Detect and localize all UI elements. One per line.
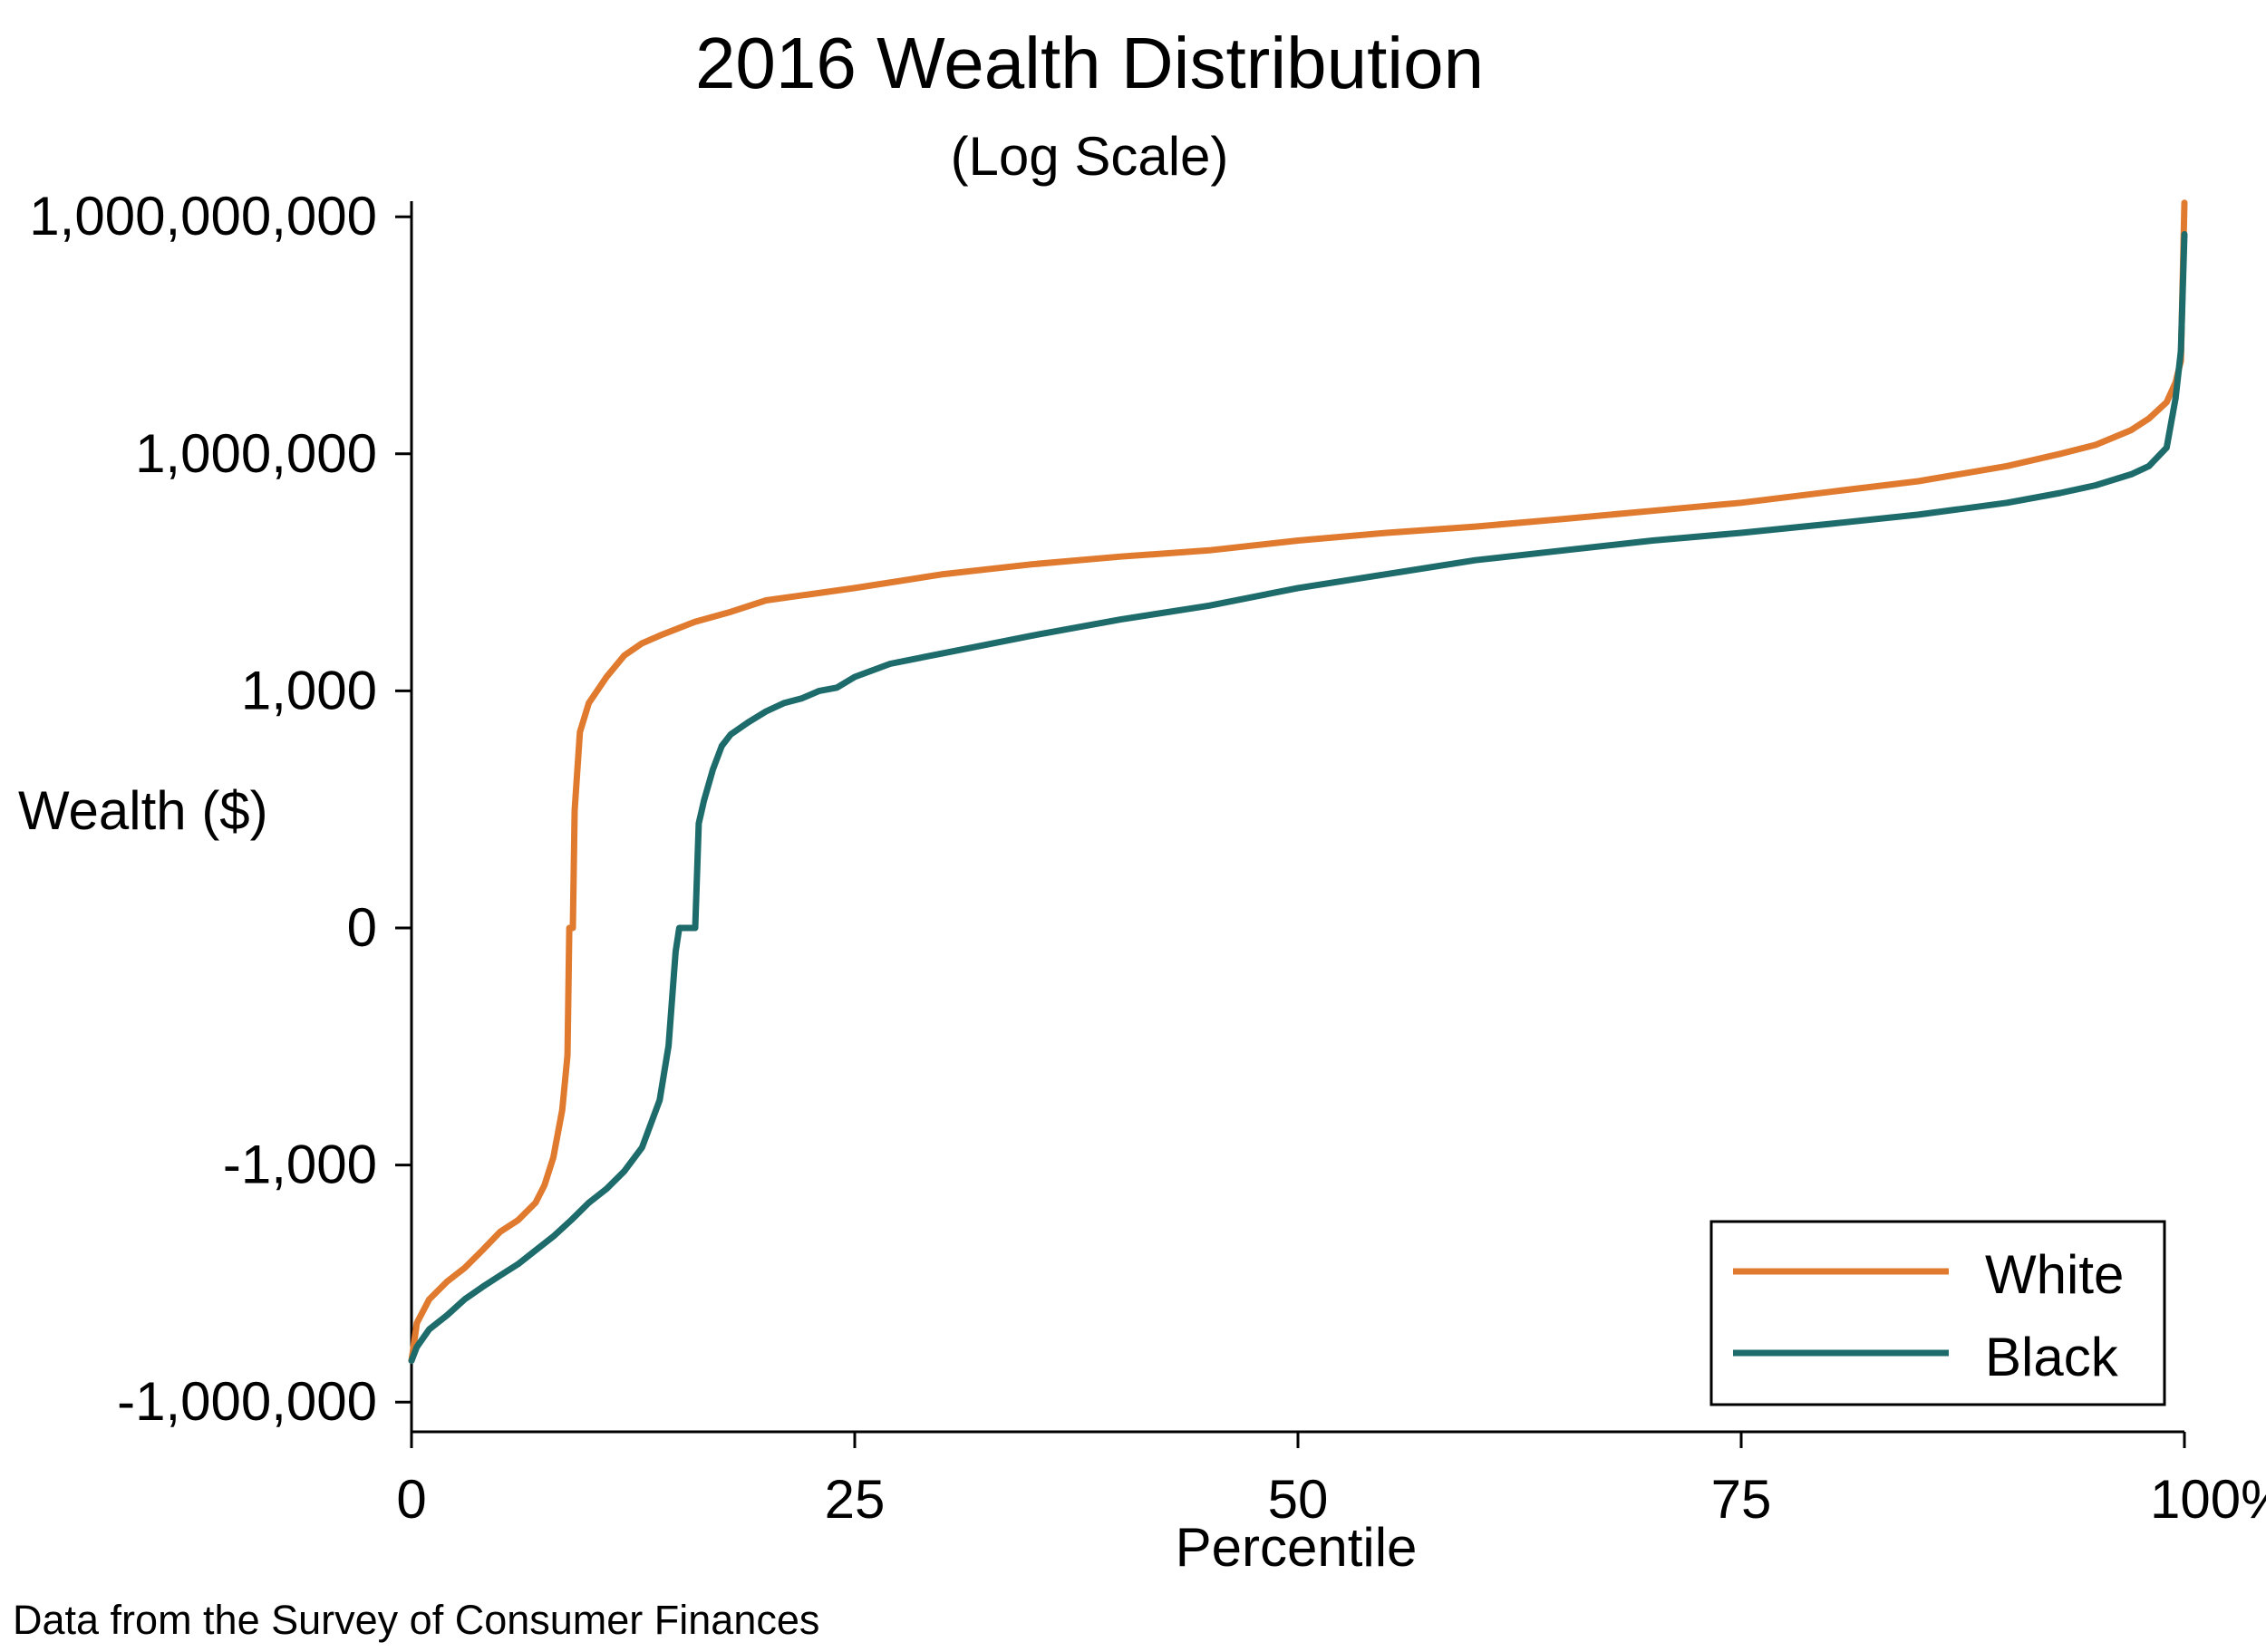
y-tick-label: -1,000,000 — [117, 1371, 377, 1432]
x-tick-label: 75 — [1711, 1469, 1772, 1530]
y-tick-label: 1,000,000 — [135, 423, 377, 484]
series-lines — [408, 199, 2188, 1365]
legend-label-black: Black — [1985, 1327, 2119, 1387]
x-tick-label: 25 — [825, 1469, 886, 1530]
legend-box — [1709, 1220, 2166, 1406]
y-tick-label: -1,000 — [223, 1135, 377, 1195]
x-tick-label: 50 — [1268, 1469, 1329, 1530]
x-tick-label: 100% — [2150, 1469, 2266, 1530]
y-tick-label: 1,000 — [241, 660, 377, 720]
legend-label-white: White — [1985, 1244, 2124, 1305]
y-tick-label: 0 — [347, 897, 377, 958]
series-line-white — [408, 199, 2188, 1365]
legend: White Black — [1709, 1220, 2166, 1406]
series-line-black — [408, 231, 2188, 1365]
x-tick-label: 0 — [396, 1469, 426, 1530]
x-axis-label: Percentile — [1176, 1517, 1418, 1578]
y-axis-ticks: 1,000,000,000 1,000,000 1,000 0 -1,000 -1,000… — [29, 186, 412, 1432]
source-note: Data from the Survey of Consumer Finance… — [13, 1597, 819, 1643]
x-axis-ticks: 0 25 50 75 100% — [396, 1432, 2266, 1530]
y-axis-label: Wealth ($) — [18, 780, 268, 841]
chart-subtitle: (Log Scale) — [951, 126, 1229, 187]
y-tick-label: 1,000,000,000 — [29, 186, 377, 246]
chart-title: 2016 Wealth Distribution — [695, 23, 1484, 103]
